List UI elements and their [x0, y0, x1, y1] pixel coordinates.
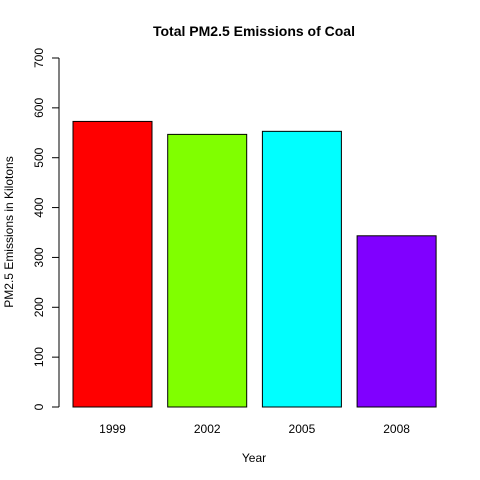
y-tick-label: 300: [32, 247, 46, 267]
bar-2005: [261, 130, 342, 408]
bar-2008: [356, 235, 437, 408]
y-tick-label: 500: [32, 147, 46, 167]
bar-2002: [167, 133, 248, 408]
x-tick-label: 2005: [289, 422, 316, 436]
y-tick-label: 700: [32, 48, 46, 68]
y-tick-label: 0: [32, 403, 46, 410]
x-axis-label: Year: [242, 451, 266, 465]
y-tick-label: 600: [32, 98, 46, 118]
x-tick-label: 1999: [99, 422, 126, 436]
y-axis: 0 100 200 300 400 500 600 700: [32, 48, 60, 410]
x-tick-label: 2002: [194, 422, 221, 436]
y-tick-label: 100: [32, 347, 46, 367]
bar-1999: [72, 120, 153, 408]
y-tick-label: 200: [32, 297, 46, 317]
x-axis-tick-labels: 1999 2002 2005 2008: [99, 422, 410, 436]
y-axis-label: PM2.5 Emissions in Kilotons: [2, 156, 16, 307]
bars: [72, 120, 437, 408]
y-tick-label: 400: [32, 197, 46, 217]
chart-title: Total PM2.5 Emissions of Coal: [153, 23, 355, 39]
x-tick-label: 2008: [383, 422, 410, 436]
